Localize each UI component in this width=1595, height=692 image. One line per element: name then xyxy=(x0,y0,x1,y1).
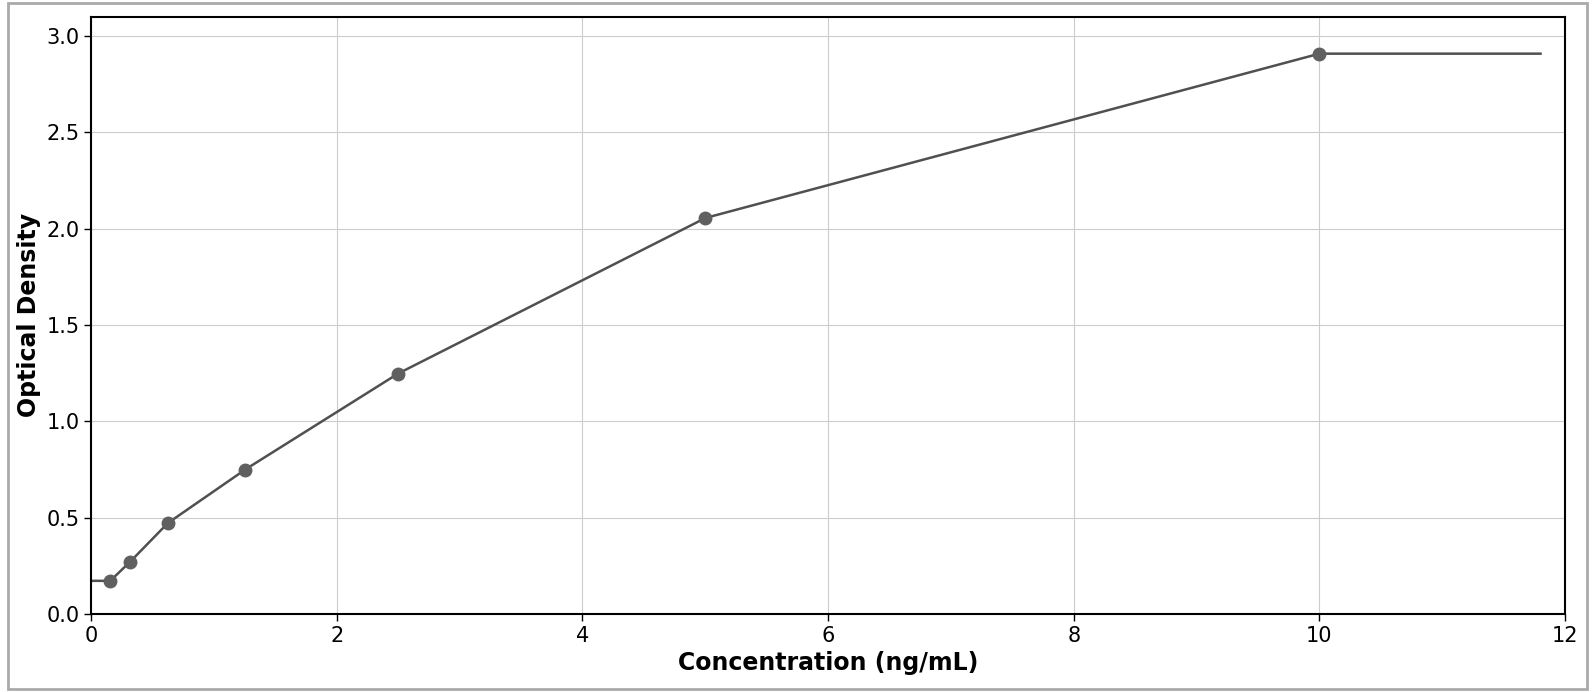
Point xyxy=(155,518,180,529)
X-axis label: Concentration (ng/mL): Concentration (ng/mL) xyxy=(678,651,978,675)
Point xyxy=(231,464,257,475)
Point xyxy=(1306,48,1332,60)
Y-axis label: Optical Density: Optical Density xyxy=(16,213,40,417)
Point xyxy=(97,575,123,586)
Point xyxy=(692,212,718,224)
Point xyxy=(116,557,142,568)
Point xyxy=(386,368,412,379)
